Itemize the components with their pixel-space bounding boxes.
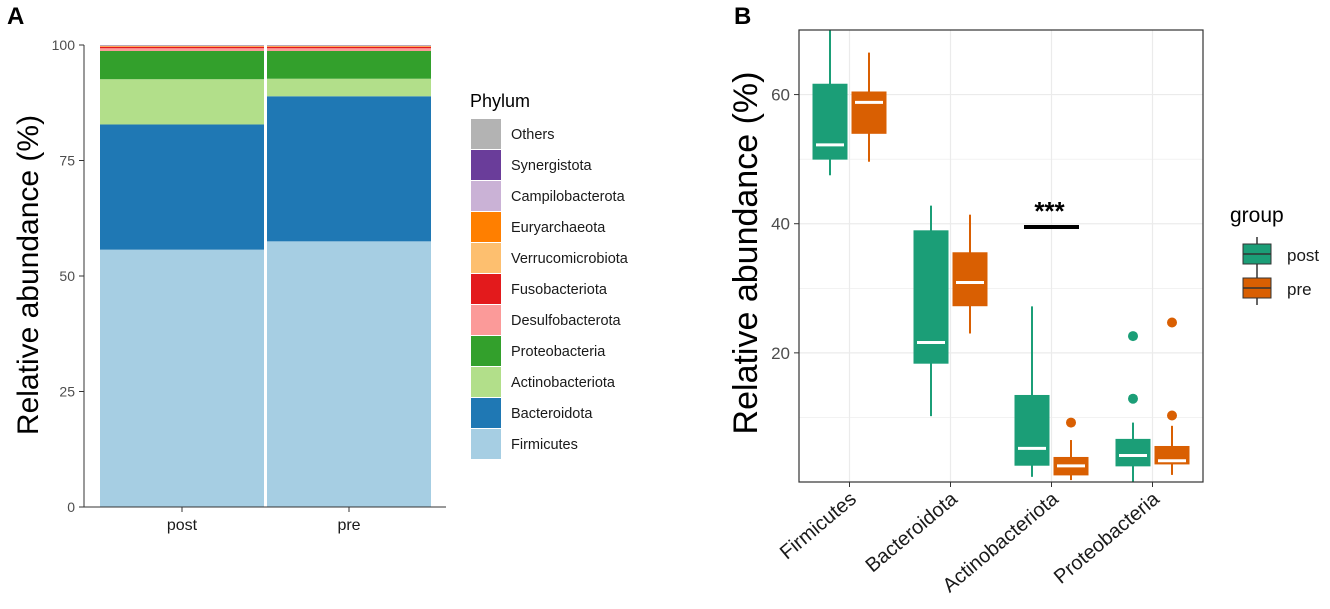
plot-border <box>798 29 1204 483</box>
x-tick-label: post <box>167 517 198 534</box>
bar-segment-post-firmicutes <box>100 249 264 507</box>
y-tick-label: 25 <box>59 384 75 400</box>
legend-label-synergistota: Synergistota <box>511 158 593 174</box>
y-tick-label: 40 <box>771 215 790 234</box>
box-post-bacteroidota <box>913 205 949 417</box>
legend-label-euryarchaeota: Euryarchaeota <box>511 220 606 236</box>
box-post-actinobacteriota <box>1014 306 1050 477</box>
legend-label-bacteroidota: Bacteroidota <box>511 406 593 422</box>
bar-segment-pre-actinobacteriota <box>267 78 431 97</box>
panel-b-label: B <box>734 3 751 30</box>
bar-segment-pre-bacteroidota <box>267 96 431 242</box>
legend-label-proteobacteria: Proteobacteria <box>511 344 606 360</box>
outlier-point <box>1128 331 1138 342</box>
box-pre-proteobacteria <box>1154 317 1190 475</box>
legend-key-campilobacterota <box>471 181 501 211</box>
legend-key-others <box>471 119 501 149</box>
legend-label-verrucomicrobiota: Verrucomicrobiota <box>511 251 629 267</box>
y-axis: 20 40 60 <box>771 86 799 363</box>
legend-key-actinobacteriota <box>471 367 501 397</box>
box-pre-firmicutes <box>851 52 887 162</box>
y-axis: 0 25 50 75 100 <box>52 37 85 515</box>
legend-key-fusobacteriota <box>471 274 501 304</box>
phylum-legend: Phylum Others Synergistota Campilobacterot… <box>470 91 629 459</box>
legend-label-campilobacterota: Campilobacterota <box>511 189 626 205</box>
legend-key-post <box>1242 237 1272 271</box>
legend-key-proteobacteria <box>471 336 501 366</box>
legend-label-fusobacteriota: Fusobacteriota <box>511 282 608 298</box>
x-tick-label-firmicutes: Firmicutes <box>776 488 861 564</box>
legend-key-firmicutes <box>471 429 501 459</box>
box-body <box>1014 394 1050 466</box>
box-pre-actinobacteriota <box>1053 417 1089 481</box>
legend-label-desulfobacterota: Desulfobacterota <box>511 313 622 329</box>
legend-label-firmicutes: Firmicutes <box>511 437 578 453</box>
legend-label-pre: pre <box>1287 280 1312 299</box>
stacked-bars <box>100 45 431 507</box>
box-post-proteobacteria <box>1115 331 1151 482</box>
legend-label-others: Others <box>511 127 555 143</box>
x-tick-label-proteobacteria: Proteobacteria <box>1050 487 1164 588</box>
x-tick-label-bacteroidota: Bacteroidota <box>862 487 963 577</box>
y-tick-label: 100 <box>52 37 76 53</box>
outlier-point <box>1167 317 1177 328</box>
significance-label: *** <box>1034 196 1065 226</box>
outlier-point <box>1128 393 1138 404</box>
legend-key-bacteroidota <box>471 398 501 428</box>
box-plot-chart: *** 20 40 60 Firmicutes BacteroidotaActinob… <box>727 29 1319 597</box>
y-tick-label: 75 <box>59 153 75 169</box>
legend-title: Phylum <box>470 91 530 111</box>
grid-lines <box>799 30 1203 482</box>
x-tick-label: pre <box>337 517 360 534</box>
bar-segment-post-desulfobacterota <box>100 48 264 52</box>
bar-segment-pre-desulfobacterota <box>267 48 431 52</box>
y-axis-title: Relative abundance (%) <box>727 72 765 435</box>
annotations: *** <box>1024 196 1079 229</box>
panel-a-label: A <box>7 3 24 30</box>
bar-segment-pre-firmicutes <box>267 241 431 507</box>
box-pre-bacteroidota <box>952 214 988 334</box>
boxes <box>812 30 1190 482</box>
bar-segment-pre-fusobacteriota <box>267 46 431 49</box>
y-tick-label: 60 <box>771 86 790 105</box>
legend-key-synergistota <box>471 150 501 180</box>
outlier-point <box>1167 410 1177 421</box>
legend-key-pre <box>1242 271 1272 305</box>
y-tick-label: 20 <box>771 344 790 363</box>
bar-segment-post-bacteroidota <box>100 124 264 250</box>
bar-segment-pre-proteobacteria <box>267 51 431 79</box>
box-body <box>851 91 887 134</box>
bar-segment-post-fusobacteriota <box>100 46 264 49</box>
y-tick-label: 50 <box>59 268 75 284</box>
legend-key-desulfobacterota <box>471 305 501 335</box>
outlier-point <box>1066 417 1076 428</box>
legend-title: group <box>1230 204 1284 227</box>
legend-key-euryarchaeota <box>471 212 501 242</box>
box-body <box>812 83 848 160</box>
stacked-bar-chart: 0 25 50 75 100 post pre Relative abundance (%… <box>12 37 629 534</box>
box-body <box>1115 438 1151 467</box>
x-axis: post pre <box>84 506 446 534</box>
legend-label-actinobacteriota: Actinobacteriota <box>511 375 616 391</box>
y-axis-title: Relative abundance (%) <box>12 115 45 435</box>
box-body <box>952 252 988 307</box>
x-axis: Firmicutes BacteroidotaActinobacteriotaPr… <box>776 482 1164 597</box>
y-tick-label: 0 <box>67 499 75 515</box>
legend-key-verrucomicrobiota <box>471 243 501 273</box>
bar-segment-post-proteobacteria <box>100 51 264 80</box>
box-post-firmicutes <box>812 30 848 176</box>
bar-segment-post-actinobacteriota <box>100 79 264 125</box>
legend-label-post: post <box>1287 246 1319 265</box>
group-legend: group post pre <box>1230 204 1319 305</box>
